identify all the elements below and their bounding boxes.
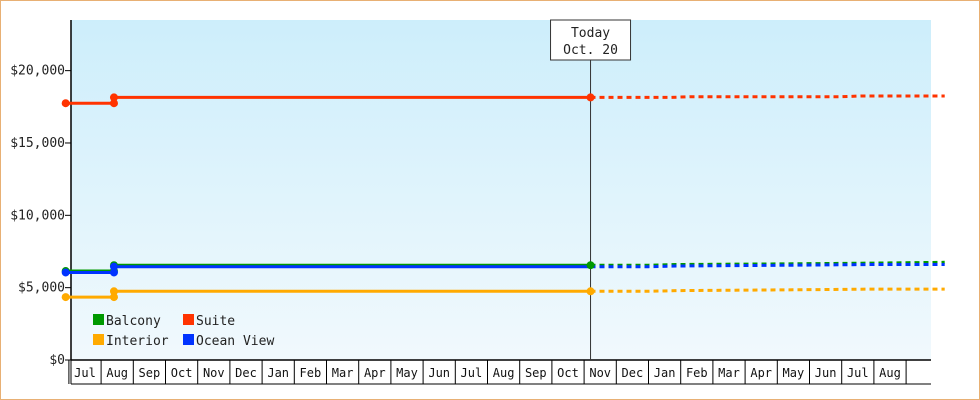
month-label: Jul xyxy=(847,366,869,380)
y-tick-label: $0 xyxy=(49,353,65,368)
series-forecast-suite xyxy=(590,94,945,99)
month-label: Oct xyxy=(557,366,579,380)
month-label: Feb xyxy=(300,366,322,380)
data-point-suite xyxy=(109,93,118,102)
month-label: Oct xyxy=(171,366,193,380)
series-lines xyxy=(61,93,945,302)
month-label: Aug xyxy=(879,366,901,380)
legend-swatch-ocean-view xyxy=(183,334,194,345)
month-label: Jan xyxy=(654,366,676,380)
x-axis: Jul Aug Sep Oct Nov Dec Jan Feb Mar Apr May Jun Jul A… xyxy=(68,359,931,385)
month-label: Apr xyxy=(750,366,772,380)
data-point-interior xyxy=(109,287,118,296)
y-tick-label: $20,000 xyxy=(10,64,65,79)
month-label: May xyxy=(396,366,418,380)
data-point-ocean-view xyxy=(109,268,118,277)
month-label: Sep xyxy=(139,366,161,380)
month-label: Jun xyxy=(428,366,450,380)
legend-swatch-balcony xyxy=(93,314,104,325)
series-forecast-interior xyxy=(590,287,945,293)
y-axis: $0 $5,000 $10,000 $15,000 $20,000 xyxy=(10,20,72,368)
legend-swatch-suite xyxy=(183,314,194,325)
month-label: Dec xyxy=(622,366,644,380)
month-label: Feb xyxy=(686,366,708,380)
y-tick-label: $5,000 xyxy=(18,281,65,296)
data-point-suite xyxy=(61,99,70,108)
data-point-suite xyxy=(109,99,118,108)
month-label: Jan xyxy=(267,366,289,380)
today-label: Today xyxy=(571,26,610,41)
today-box xyxy=(550,19,632,61)
legend-label-ocean-view: Ocean View xyxy=(196,334,274,349)
data-point-ocean-view xyxy=(61,268,70,277)
month-label: May xyxy=(783,366,805,380)
y-tick-label: $10,000 xyxy=(10,208,65,223)
month-label: Sep xyxy=(525,366,547,380)
legend: Balcony Suite Interior Ocean View xyxy=(93,314,274,349)
month-label: Nov xyxy=(203,366,225,380)
month-label: Aug xyxy=(493,366,515,380)
month-label: Nov xyxy=(589,366,611,380)
month-label: Jun xyxy=(815,366,837,380)
y-tick-label: $15,000 xyxy=(10,136,65,151)
today-date: Oct. 20 xyxy=(563,43,618,58)
legend-swatch-interior xyxy=(93,334,104,345)
legend-label-suite: Suite xyxy=(196,314,235,329)
legend-label-balcony: Balcony xyxy=(106,314,161,329)
series-forecast-ocean-view xyxy=(590,263,945,269)
month-label: Mar xyxy=(332,366,354,380)
data-point-suite xyxy=(586,93,595,102)
month-label: Dec xyxy=(235,366,257,380)
month-label: Apr xyxy=(364,366,386,380)
data-point-interior xyxy=(586,287,595,296)
data-point-ocean-view xyxy=(109,262,118,271)
month-label: Jul xyxy=(461,366,483,380)
data-point-interior xyxy=(61,293,70,302)
data-point-interior xyxy=(109,293,118,302)
month-label: Jul xyxy=(74,366,96,380)
month-label: Mar xyxy=(718,366,740,380)
today-marker: Today Oct. 20 xyxy=(550,19,632,360)
data-point-balcony xyxy=(586,261,595,270)
plot-area xyxy=(71,20,931,360)
month-label: Aug xyxy=(106,366,128,380)
legend-label-interior: Interior xyxy=(106,334,169,349)
